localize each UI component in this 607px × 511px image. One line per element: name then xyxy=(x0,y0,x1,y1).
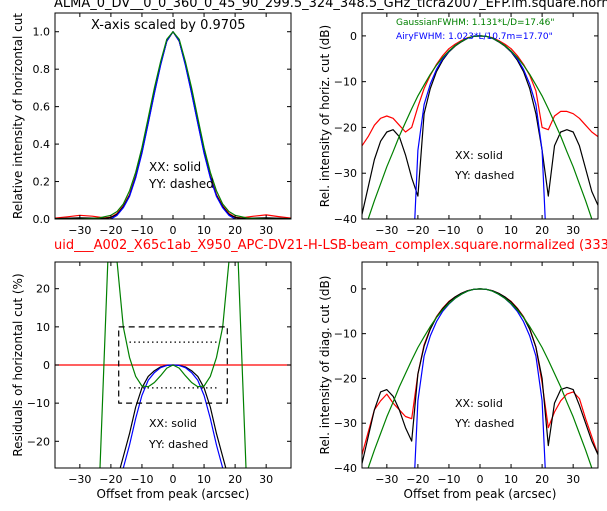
series-line-green xyxy=(367,288,593,468)
y-tick-label: −40 xyxy=(334,213,357,226)
annotation: YY: dashed xyxy=(148,177,214,191)
x-tick-label: 0 xyxy=(477,473,484,486)
annotation: X-axis scaled by 0.9705 xyxy=(91,18,246,33)
y-tick-label: 0.6 xyxy=(33,101,51,114)
series-line-black-dashed xyxy=(118,326,228,404)
x-tick-label: 20 xyxy=(535,473,549,486)
x-tick-label: 0 xyxy=(477,224,484,237)
x-tick-label: −20 xyxy=(406,224,429,237)
y-tick-label: −20 xyxy=(27,435,50,448)
x-tick-label: −10 xyxy=(437,224,460,237)
x-axis-label: Offset from peak (arcsec) xyxy=(404,487,557,501)
x-tick-label: −20 xyxy=(99,473,122,486)
plot-area xyxy=(55,262,291,468)
x-tick-label: −10 xyxy=(130,473,153,486)
middle-title: uid___A002_X65c1ab_X950_APC-DV21-H-LSB-b… xyxy=(54,238,607,253)
plot-area xyxy=(362,35,598,219)
axes-frame xyxy=(361,261,599,469)
series-line-green xyxy=(55,31,291,219)
x-tick-label: −20 xyxy=(99,224,122,237)
x-tick-label: 10 xyxy=(504,473,518,486)
x-tick-label: 30 xyxy=(566,224,580,237)
series-line-blue xyxy=(414,35,546,219)
series-line-black xyxy=(362,288,598,464)
y-axis-label: Rel. intensity of diag. cut (dB) xyxy=(318,276,332,455)
y-tick-label: −10 xyxy=(27,397,50,410)
x-tick-label: −30 xyxy=(375,473,398,486)
y-tick-label: 20 xyxy=(36,283,50,296)
x-tick-label: 10 xyxy=(504,224,518,237)
x-tick-label: 30 xyxy=(259,473,273,486)
annotation: XX: solid xyxy=(149,417,197,430)
series-line-blue xyxy=(414,288,546,468)
y-tick-label: 0.2 xyxy=(33,176,51,189)
series-line-green xyxy=(367,35,593,219)
x-tick-label: −30 xyxy=(68,473,91,486)
y-tick-label: 0 xyxy=(350,30,357,43)
legend-entry-green: GaussianFWHM: 1.131*L/D=17.46" xyxy=(396,18,554,28)
x-tick-label: 0 xyxy=(170,473,177,486)
x-tick-label: −10 xyxy=(437,473,460,486)
series-line-green xyxy=(99,262,247,468)
annotation: YY: dashed xyxy=(454,417,514,430)
chart-panel-1: −30 −20 −10 0 10 20 30 0.0 0.2 0.4 0.6 0.8 1.0 Relati… xyxy=(11,12,292,237)
y-tick-label: −40 xyxy=(334,462,357,475)
annotation: YY: dashed xyxy=(148,438,208,451)
y-tick-label: 1.0 xyxy=(33,26,51,39)
x-tick-label: −10 xyxy=(130,224,153,237)
x-tick-label: 20 xyxy=(535,224,549,237)
y-tick-label: −20 xyxy=(334,372,357,385)
x-tick-label: −30 xyxy=(68,224,91,237)
y-tick-label: 10 xyxy=(36,321,50,334)
top-title: ALMA_0_DV__0_0_360_0_45_90_299.5_324_348… xyxy=(54,0,607,11)
annotation: XX: solid xyxy=(149,160,201,174)
y-axis-label: Rel. intensity of horiz. cut (dB) xyxy=(318,25,332,207)
legend-entry-blue: AiryFWHM: 1.023*L/10.7m=17.70" xyxy=(396,32,553,42)
plot-area xyxy=(362,288,598,468)
y-axis-label: Relative intensity of horizontal cut xyxy=(11,13,25,219)
x-axis-label: Offset from peak (arcsec) xyxy=(97,487,250,501)
axes-frame xyxy=(361,12,599,220)
x-tick-label: 30 xyxy=(259,224,273,237)
y-tick-label: 0.4 xyxy=(33,138,51,151)
y-axis-label: Residuals of horizontal cut (%) xyxy=(11,273,25,456)
series-line-red xyxy=(362,35,598,147)
y-tick-label: −10 xyxy=(334,328,357,341)
y-tick-label: −30 xyxy=(334,417,357,430)
y-tick-label: −20 xyxy=(334,121,357,134)
x-tick-label: 20 xyxy=(228,473,242,486)
annotation: XX: solid xyxy=(455,397,503,410)
y-tick-label: −10 xyxy=(334,76,357,89)
y-tick-label: 0 xyxy=(350,283,357,296)
annotation: XX: solid xyxy=(455,149,503,162)
x-tick-label: 30 xyxy=(566,473,580,486)
y-tick-label: −30 xyxy=(334,167,357,180)
annotation: YY: dashed xyxy=(454,169,514,182)
x-tick-label: 20 xyxy=(228,224,242,237)
x-tick-label: −20 xyxy=(406,473,429,486)
series-line-black xyxy=(362,35,598,215)
x-tick-label: 10 xyxy=(197,224,211,237)
y-tick-label: 0.8 xyxy=(33,63,51,76)
y-tick-label: 0.0 xyxy=(33,213,51,226)
x-tick-label: 10 xyxy=(197,473,211,486)
y-tick-label: 0 xyxy=(43,359,50,372)
x-tick-label: −30 xyxy=(375,224,398,237)
x-tick-label: 0 xyxy=(170,224,177,237)
